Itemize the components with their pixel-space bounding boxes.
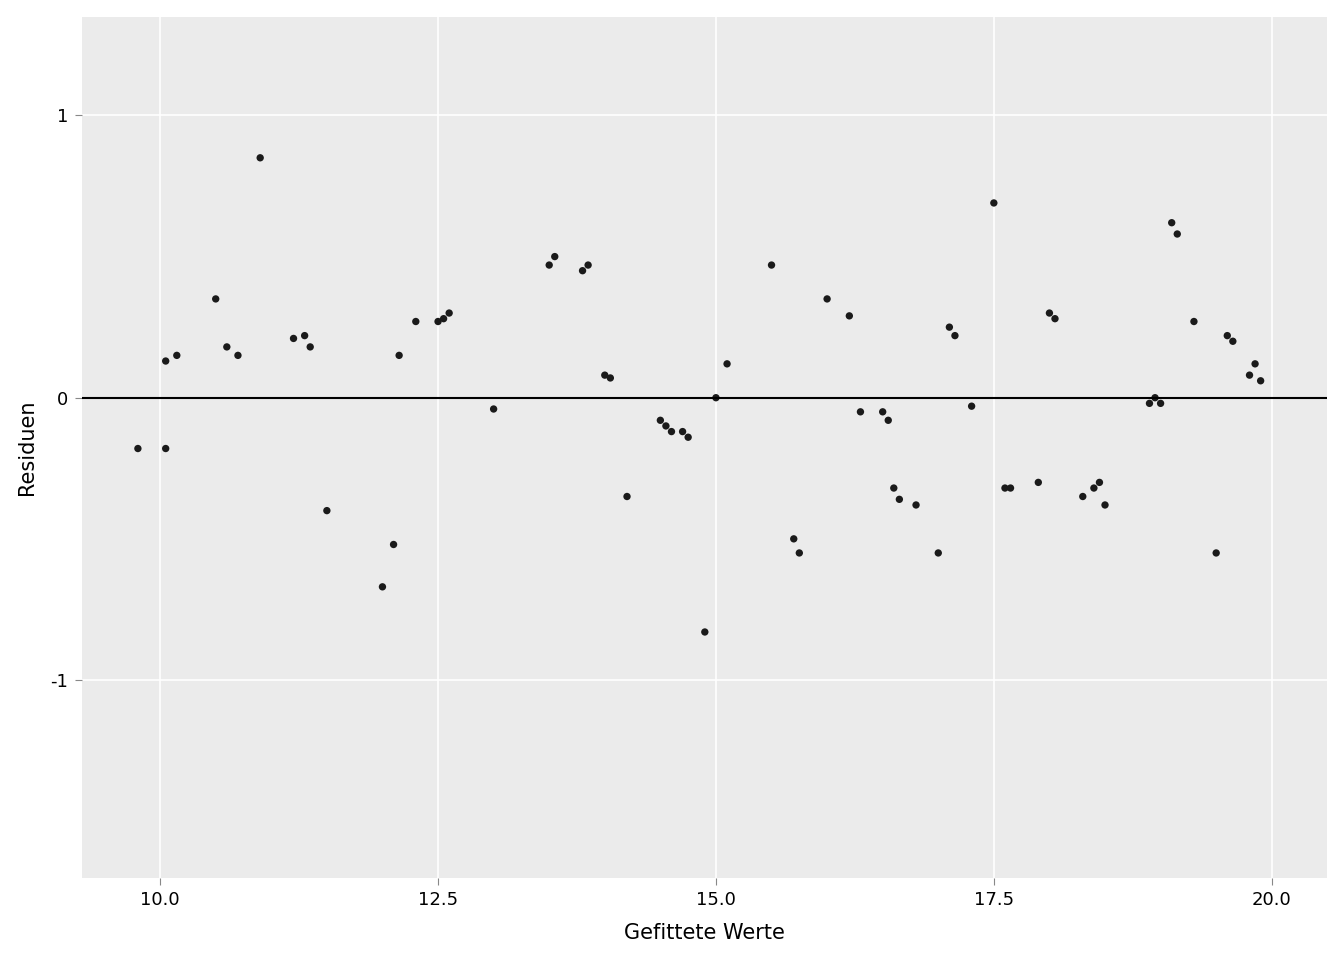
Point (784, 531, 805, 546)
Point (995, 480, 1016, 495)
Point (1083, 480, 1105, 495)
Point (388, 348, 410, 363)
Point (128, 441, 149, 456)
Point (761, 257, 782, 273)
Point (982, 195, 1004, 210)
Point (250, 150, 271, 165)
Point (872, 404, 894, 420)
Point (571, 263, 593, 278)
Point (649, 413, 671, 428)
Point (206, 291, 227, 306)
Point (1044, 311, 1066, 326)
Point (433, 311, 454, 326)
Point (599, 371, 621, 386)
Point (1206, 545, 1227, 561)
Point (482, 401, 504, 417)
Point (694, 624, 715, 639)
Point (716, 356, 738, 372)
Point (227, 348, 249, 363)
Point (1245, 356, 1266, 372)
Point (1183, 314, 1204, 329)
Point (1089, 474, 1110, 490)
Point (706, 390, 727, 405)
Point (672, 424, 694, 440)
Point (789, 545, 810, 561)
Point (372, 579, 394, 594)
Point (316, 503, 337, 518)
Point (961, 398, 982, 414)
Point (594, 368, 616, 383)
Point (1150, 396, 1172, 411)
Point (1216, 328, 1238, 344)
Point (1000, 480, 1021, 495)
Point (300, 339, 321, 354)
Y-axis label: Residuen: Residuen (16, 399, 36, 494)
Point (883, 480, 905, 495)
Point (1073, 489, 1094, 504)
Point (167, 348, 188, 363)
Point (1028, 474, 1050, 490)
Point (661, 424, 683, 440)
Point (1138, 396, 1160, 411)
Point (617, 489, 638, 504)
Point (849, 404, 871, 420)
X-axis label: Gefittete Werte: Gefittete Werte (625, 924, 785, 944)
Point (155, 353, 176, 369)
Point (1222, 333, 1243, 348)
Point (216, 339, 238, 354)
Point (878, 413, 899, 428)
Point (816, 291, 837, 306)
Point (938, 320, 960, 335)
Point (677, 429, 699, 444)
Point (544, 249, 566, 264)
Point (655, 419, 676, 434)
Point (1239, 368, 1261, 383)
Point (888, 492, 910, 507)
Point (1250, 373, 1271, 389)
Point (438, 305, 460, 321)
Point (427, 314, 449, 329)
Point (1144, 390, 1165, 405)
Point (839, 308, 860, 324)
Point (906, 497, 927, 513)
Point (578, 257, 599, 273)
Point (539, 257, 560, 273)
Point (1167, 227, 1188, 242)
Point (282, 331, 304, 347)
Point (1039, 305, 1060, 321)
Point (383, 537, 405, 552)
Point (945, 328, 966, 344)
Point (927, 545, 949, 561)
Point (155, 441, 176, 456)
Point (1094, 497, 1116, 513)
Point (405, 314, 426, 329)
Point (294, 328, 316, 344)
Point (1161, 215, 1183, 230)
